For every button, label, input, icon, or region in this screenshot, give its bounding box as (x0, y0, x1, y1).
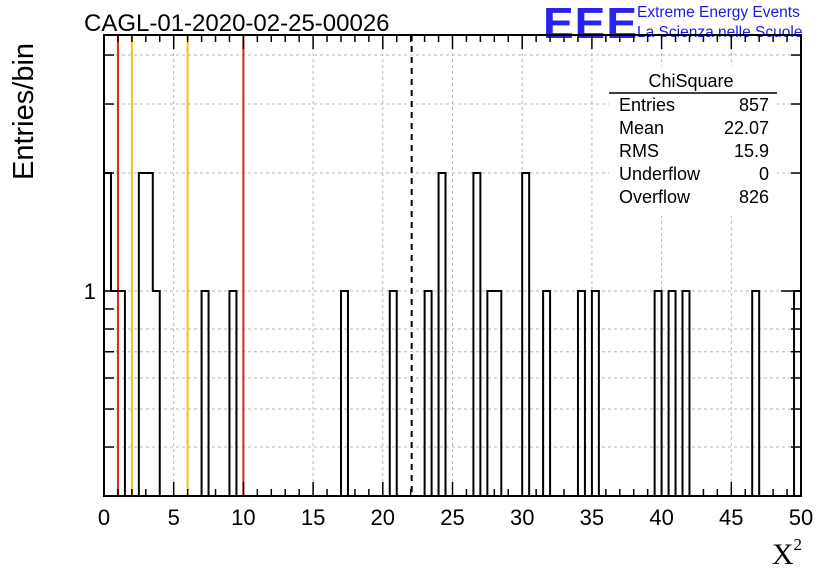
histogram-bin (390, 291, 397, 496)
x-tick-label: 5 (168, 505, 180, 530)
stats-label: Underflow (619, 164, 701, 184)
histogram-bin (543, 291, 550, 496)
x-tick-label: 25 (440, 505, 464, 530)
x-tick-label: 0 (98, 505, 110, 530)
logo-line-1: Extreme Energy Events (637, 4, 800, 21)
eee-logo: EEE (543, 0, 639, 48)
histogram-bin (752, 291, 759, 496)
stats-label: Overflow (619, 187, 691, 207)
histogram-bin (669, 291, 676, 496)
histogram-bin (111, 291, 118, 496)
stats-value: 0 (759, 164, 769, 184)
histogram-bin (592, 291, 599, 496)
x-tick-label: 30 (510, 505, 534, 530)
stats-label: Mean (619, 118, 664, 138)
histogram-bin (229, 291, 236, 496)
stats-value: 15.9 (734, 141, 769, 161)
histogram-bin (494, 291, 501, 496)
histogram-bin (153, 291, 160, 496)
stats-value: 826 (739, 187, 769, 207)
stats-label: RMS (619, 141, 659, 161)
x-tick-label: 10 (231, 505, 255, 530)
histogram-bin (139, 173, 146, 496)
histogram-bin (473, 173, 480, 496)
histogram-bin (146, 173, 153, 496)
stats-value: 22.07 (724, 118, 769, 138)
x-axis-label-superscript: 2 (793, 535, 803, 554)
stats-value: 857 (739, 95, 769, 115)
x-tick-label: 35 (580, 505, 604, 530)
histogram-bin (794, 291, 801, 496)
histogram-bin (522, 173, 529, 496)
x-tick-label: 15 (301, 505, 325, 530)
histogram-bin (202, 291, 209, 496)
x-axis-label-text: X (771, 538, 794, 571)
x-tick-label: 20 (371, 505, 395, 530)
x-tick-label: 45 (719, 505, 743, 530)
y-tick-label: 1 (84, 279, 96, 304)
histogram-bin (118, 291, 125, 496)
histogram-bin (655, 291, 662, 496)
histogram-bin (425, 291, 432, 496)
logo-line-2: La Scienza nelle Scuole (637, 24, 803, 41)
histogram-bin (439, 173, 446, 496)
stats-title: ChiSquare (648, 71, 733, 91)
x-tick-label: 50 (789, 505, 813, 530)
page-title: CAGL-01-2020-02-25-00026 (84, 10, 390, 37)
x-axis-label: X2 (772, 535, 802, 572)
x-tick-label: 40 (649, 505, 673, 530)
stats-box (609, 66, 777, 216)
stats-label: Entries (619, 95, 675, 115)
histogram-bin (341, 291, 348, 496)
histogram-bin (578, 291, 585, 496)
histogram-bin (487, 291, 494, 496)
histogram-bin (683, 291, 690, 496)
